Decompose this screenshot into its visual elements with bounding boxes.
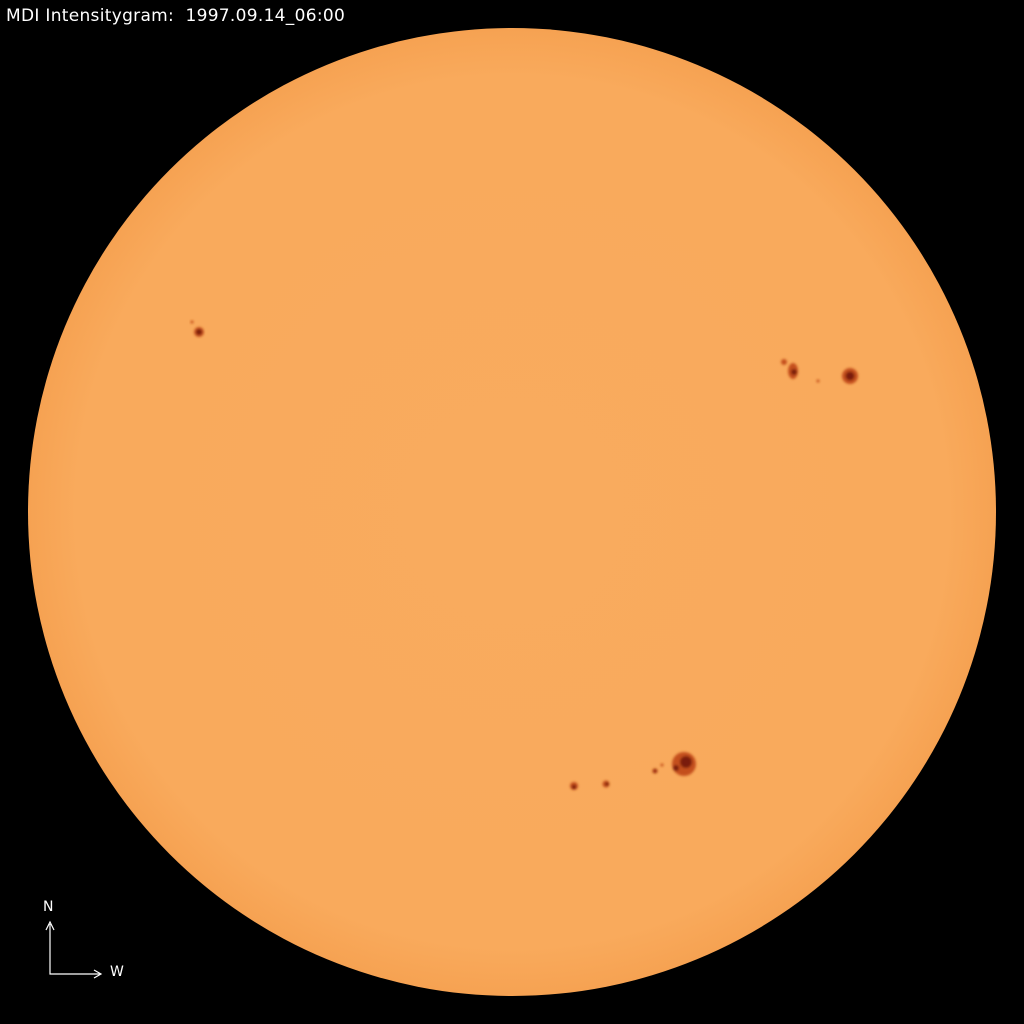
sunspot-group-ne — [190, 320, 204, 337]
compass — [45, 920, 103, 979]
solar-disk — [28, 28, 996, 996]
sunspot-group-sw — [570, 752, 696, 790]
north-label: N — [43, 899, 54, 915]
west-label: W — [110, 964, 124, 980]
image-title: MDI Intensitygram: 1997.09.14_06:00 — [6, 6, 346, 26]
sunspot-group-nw — [781, 359, 858, 384]
